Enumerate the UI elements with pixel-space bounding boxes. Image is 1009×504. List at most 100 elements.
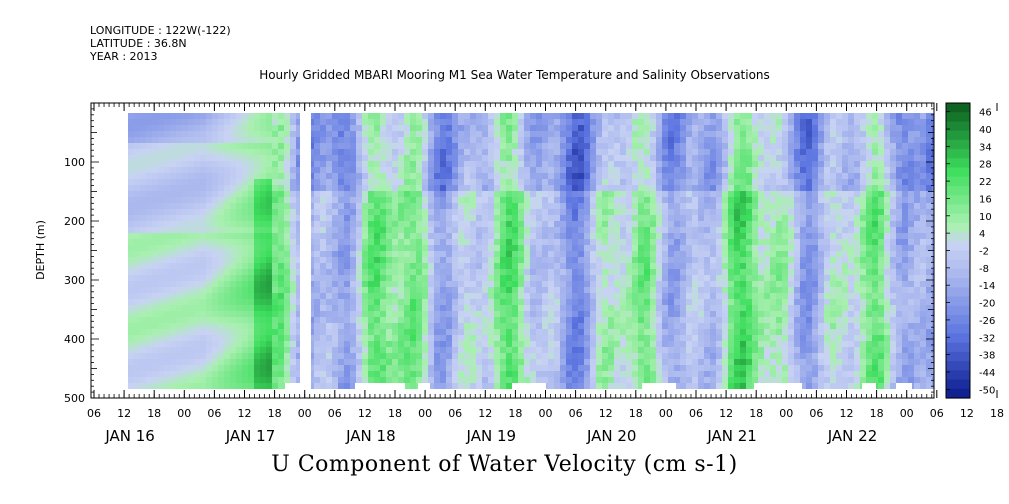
heatmap-cell <box>206 269 212 275</box>
heatmap-cell <box>602 191 608 197</box>
heatmap-cell <box>374 155 380 161</box>
heatmap-cell <box>446 269 452 275</box>
heatmap-cell <box>392 161 398 167</box>
heatmap-cell <box>146 173 152 179</box>
heatmap-cell <box>758 353 764 359</box>
heatmap-cell <box>590 335 596 341</box>
heatmap-cell <box>746 185 752 191</box>
heatmap-cell <box>590 383 596 389</box>
heatmap-cell <box>566 365 572 371</box>
heatmap-cell <box>224 209 230 215</box>
heatmap-cell <box>284 347 290 353</box>
heatmap-cell <box>128 137 134 143</box>
heatmap-cell <box>284 287 290 293</box>
heatmap-cell <box>548 191 554 197</box>
heatmap-cell <box>476 311 482 317</box>
heatmap-cell <box>212 149 218 155</box>
heatmap-cell <box>356 221 362 227</box>
heatmap-cell <box>344 257 350 263</box>
heatmap-cell <box>392 215 398 221</box>
heatmap-cell <box>452 119 458 125</box>
heatmap-cell <box>530 281 536 287</box>
heatmap-cell <box>272 119 278 125</box>
heatmap-cell <box>290 275 296 281</box>
heatmap-cell <box>542 161 548 167</box>
heatmap-cell <box>662 131 668 137</box>
heatmap-cell <box>290 329 296 335</box>
heatmap-cell <box>650 251 656 257</box>
heatmap-cell <box>674 329 680 335</box>
heatmap-cell <box>620 227 626 233</box>
heatmap-cell <box>194 209 200 215</box>
heatmap-cell <box>164 173 170 179</box>
heatmap-cell <box>566 263 572 269</box>
heatmap-cell <box>182 347 188 353</box>
heatmap-cell <box>296 341 302 347</box>
heatmap-cell <box>374 335 380 341</box>
heatmap-cell <box>584 317 590 323</box>
heatmap-cell <box>530 299 536 305</box>
heatmap-cell <box>524 143 530 149</box>
heatmap-cell <box>524 209 530 215</box>
heatmap-cell <box>404 191 410 197</box>
heatmap-cell <box>470 239 476 245</box>
heatmap-cell <box>350 263 356 269</box>
heatmap-cell <box>176 329 182 335</box>
heatmap-cell <box>500 347 506 353</box>
heatmap-cell <box>392 317 398 323</box>
heatmap-cell <box>596 131 602 137</box>
heatmap-cell <box>356 275 362 281</box>
heatmap-cell <box>500 215 506 221</box>
heatmap-cell <box>608 377 614 383</box>
heatmap-cell <box>236 179 242 185</box>
heatmap-cell <box>716 347 722 353</box>
heatmap-cell <box>626 269 632 275</box>
heatmap-cell <box>710 215 716 221</box>
heatmap-cell <box>332 185 338 191</box>
heatmap-cell <box>506 329 512 335</box>
heatmap-cell <box>560 263 566 269</box>
heatmap-cell <box>446 221 452 227</box>
heatmap-cell <box>470 131 476 137</box>
heatmap-cell <box>368 125 374 131</box>
heatmap-cell <box>566 377 572 383</box>
heatmap-cell <box>620 287 626 293</box>
heatmap-cell <box>716 227 722 233</box>
heatmap-cell <box>578 227 584 233</box>
heatmap-cell <box>404 227 410 233</box>
heatmap-cell <box>752 203 758 209</box>
heatmap-cell <box>542 353 548 359</box>
heatmap-cell <box>686 173 692 179</box>
heatmap-cell <box>524 179 530 185</box>
heatmap-cell <box>296 275 302 281</box>
heatmap-cell <box>536 143 542 149</box>
heatmap-cell <box>206 125 212 131</box>
heatmap-cell <box>176 191 182 197</box>
heatmap-cell <box>206 173 212 179</box>
heatmap-cell <box>182 173 188 179</box>
heatmap-cell <box>746 353 752 359</box>
heatmap-cell <box>440 269 446 275</box>
heatmap-cell <box>404 317 410 323</box>
heatmap-cell <box>698 293 704 299</box>
heatmap-cell <box>554 311 560 317</box>
heatmap-cell <box>530 329 536 335</box>
heatmap-cell <box>428 281 434 287</box>
heatmap-cell <box>344 287 350 293</box>
heatmap-cell <box>722 311 728 317</box>
heatmap-cell <box>272 155 278 161</box>
heatmap-cell <box>260 227 266 233</box>
heatmap-cell <box>686 221 692 227</box>
heatmap-cell <box>470 209 476 215</box>
heatmap-cell <box>266 203 272 209</box>
heatmap-cell <box>200 323 206 329</box>
heatmap-cell <box>158 209 164 215</box>
heatmap-cell <box>206 353 212 359</box>
heatmap-cell <box>350 305 356 311</box>
heatmap-cell <box>206 209 212 215</box>
heatmap-cell <box>146 377 152 383</box>
heatmap-cell <box>578 371 584 377</box>
heatmap-cell <box>554 353 560 359</box>
heatmap-cell <box>428 323 434 329</box>
heatmap-cell <box>530 239 536 245</box>
